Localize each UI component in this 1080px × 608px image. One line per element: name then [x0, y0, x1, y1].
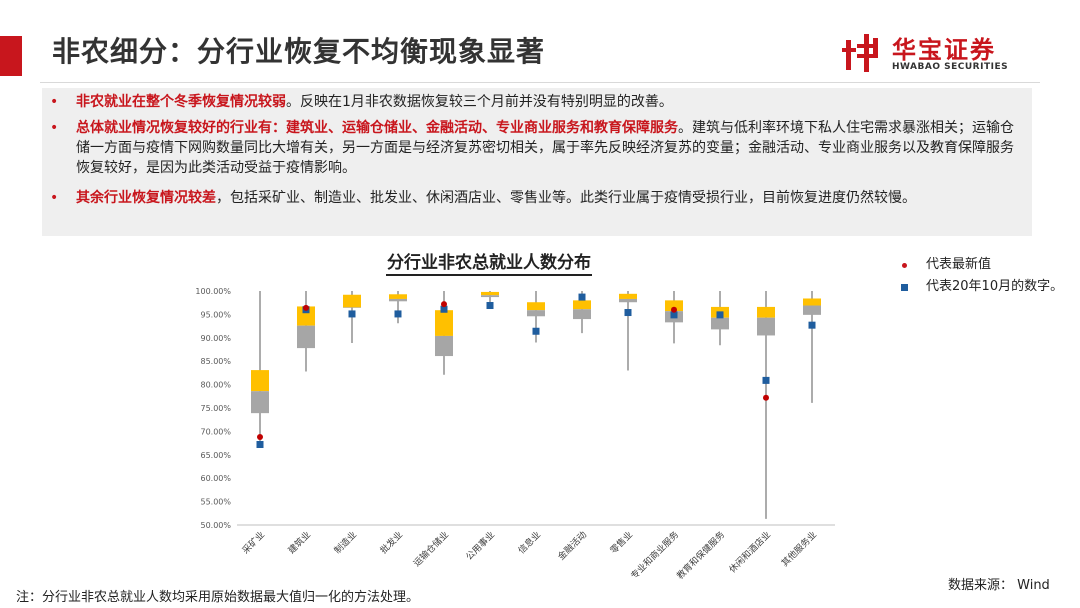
bullet-item: • 其余行业恢复情况较差，包括采矿业、制造业、批发业、休闲酒店业、零售业等。此类… — [50, 188, 1020, 208]
y-tick-label: 80.00% — [200, 381, 231, 390]
box-lower-segment — [251, 391, 269, 414]
x-category-label: 其他服务业 — [779, 529, 819, 569]
box-upper-segment — [619, 293, 637, 299]
oct2020-marker — [348, 310, 356, 318]
latest-marker — [303, 304, 309, 311]
box-upper-segment — [435, 310, 453, 336]
oct2020-marker — [762, 376, 770, 384]
box-lower-segment — [803, 305, 821, 315]
box-upper-segment — [527, 302, 545, 311]
oct2020-marker — [578, 293, 586, 301]
x-category-label: 建筑业 — [286, 529, 314, 557]
bullet-text: 。建筑与低利率环境下私人住宅需求暴涨相关；运输仓储一方面与疫情下网购数量同比大增… — [76, 120, 1014, 176]
box-lower-segment — [757, 317, 775, 336]
box-lower-segment — [343, 307, 361, 308]
bullet-item: • 总体就业情况恢复较好的行业有：建筑业、运输仓储业、金融活动、专业商业服务和教… — [50, 118, 1020, 178]
title-accent-bar — [0, 36, 22, 76]
summary-box: • 非农就业在整个冬季恢复情况较弱。反映在1月非农数据恢复较三个月前并没有特别明… — [42, 88, 1032, 236]
x-category-label: 信息业 — [516, 529, 544, 557]
y-tick-label: 55.00% — [200, 498, 231, 507]
y-tick-label: 50.00% — [200, 521, 231, 530]
x-category-label: 金融活动 — [555, 529, 589, 563]
bullet-text: ，包括采矿业、制造业、批发业、休闲酒店业、零售业等。此类行业属于疫情受损行业，目… — [216, 190, 916, 206]
box-upper-segment — [803, 298, 821, 306]
y-tick-label: 65.00% — [200, 451, 231, 460]
page-title: 非农细分：分行业恢复不均衡现象显著 — [52, 35, 546, 68]
oct2020-marker — [256, 441, 264, 449]
x-category-label: 公用事业 — [463, 529, 497, 563]
latest-marker — [441, 301, 447, 308]
bullet-dot-icon: • — [50, 190, 59, 206]
oct2020-marker — [624, 309, 632, 317]
data-source: 数据来源： Wind — [948, 578, 1050, 593]
logo-name-en: HWABAO SECURITIES — [892, 62, 1009, 72]
y-tick-label: 100.00% — [195, 287, 231, 296]
oct2020-marker — [486, 302, 494, 310]
red-dot-icon — [902, 263, 907, 268]
box-lower-segment — [573, 309, 591, 320]
bullet-item: • 非农就业在整个冬季恢复情况较弱。反映在1月非农数据恢复较三个月前并没有特别明… — [50, 92, 1020, 112]
x-category-label: 批发业 — [378, 529, 406, 557]
box-lower-segment — [297, 325, 315, 349]
y-tick-label: 70.00% — [200, 427, 231, 436]
bullet-text: 。反映在1月非农数据恢复较三个月前并没有特别明显的改善。 — [286, 94, 673, 110]
latest-marker — [671, 306, 677, 313]
x-category-label: 零售业 — [608, 529, 636, 557]
bullet-dot-icon: • — [50, 94, 59, 110]
box-upper-segment — [297, 306, 315, 326]
x-category-label: 休闲和酒店业 — [726, 529, 773, 576]
legend-label-oct2020: 代表20年10月的数字。 — [926, 279, 1064, 294]
oct2020-marker — [716, 311, 724, 319]
title-divider — [40, 82, 1040, 83]
bullet-highlight: 非农就业在整个冬季恢复情况较弱 — [76, 94, 286, 110]
x-category-label: 采矿业 — [240, 529, 268, 557]
box-lower-segment — [481, 295, 499, 298]
box-upper-segment — [573, 300, 591, 310]
x-category-label: 运输仓储业 — [411, 529, 451, 569]
logo-mark-icon — [842, 34, 878, 72]
x-category-label: 制造业 — [332, 529, 360, 557]
oct2020-marker — [670, 311, 678, 319]
bullet-highlight: 其余行业恢复情况较差 — [76, 190, 216, 206]
box-lower-segment — [619, 298, 637, 303]
box-lower-segment — [527, 310, 545, 317]
box-upper-segment — [757, 306, 775, 318]
logo-name-cn: 华宝证券 — [892, 36, 996, 64]
chart-title: 分行业非农总就业人数分布 — [386, 252, 592, 276]
oct2020-marker — [532, 327, 540, 335]
x-category-label: 专业和商业服务 — [628, 529, 681, 582]
y-tick-label: 75.00% — [200, 404, 231, 413]
y-tick-label: 95.00% — [200, 310, 231, 319]
footnote: 注：分行业非农总就业人数均采用原始数据最大值归一化的方法处理。 — [16, 590, 420, 605]
company-logo: 华宝证券 HWABAO SECURITIES — [842, 30, 1038, 76]
x-category-label: 教育和保健服务 — [674, 529, 727, 582]
box-upper-segment — [481, 291, 499, 296]
box-lower-segment — [711, 317, 729, 330]
latest-marker — [257, 434, 263, 441]
box-lower-segment — [389, 298, 407, 302]
oct2020-marker — [808, 321, 816, 329]
y-tick-label: 90.00% — [200, 334, 231, 343]
oct2020-marker — [440, 305, 448, 313]
bullet-highlight: 总体就业情况恢复较好的行业有：建筑业、运输仓储业、金融活动、专业商业服务和教育保… — [76, 120, 678, 136]
bullet-dot-icon: • — [50, 120, 59, 136]
blue-square-icon — [901, 284, 908, 291]
y-tick-label: 60.00% — [200, 474, 231, 483]
legend-label-latest: 代表最新值 — [926, 257, 992, 272]
y-tick-label: 85.00% — [200, 357, 231, 366]
box-upper-segment — [343, 294, 361, 308]
box-upper-segment — [251, 370, 269, 392]
box-lower-segment — [435, 335, 453, 357]
latest-marker — [763, 394, 769, 401]
box-upper-segment — [389, 294, 407, 299]
box-upper-segment — [665, 300, 683, 312]
oct2020-marker — [394, 310, 402, 318]
